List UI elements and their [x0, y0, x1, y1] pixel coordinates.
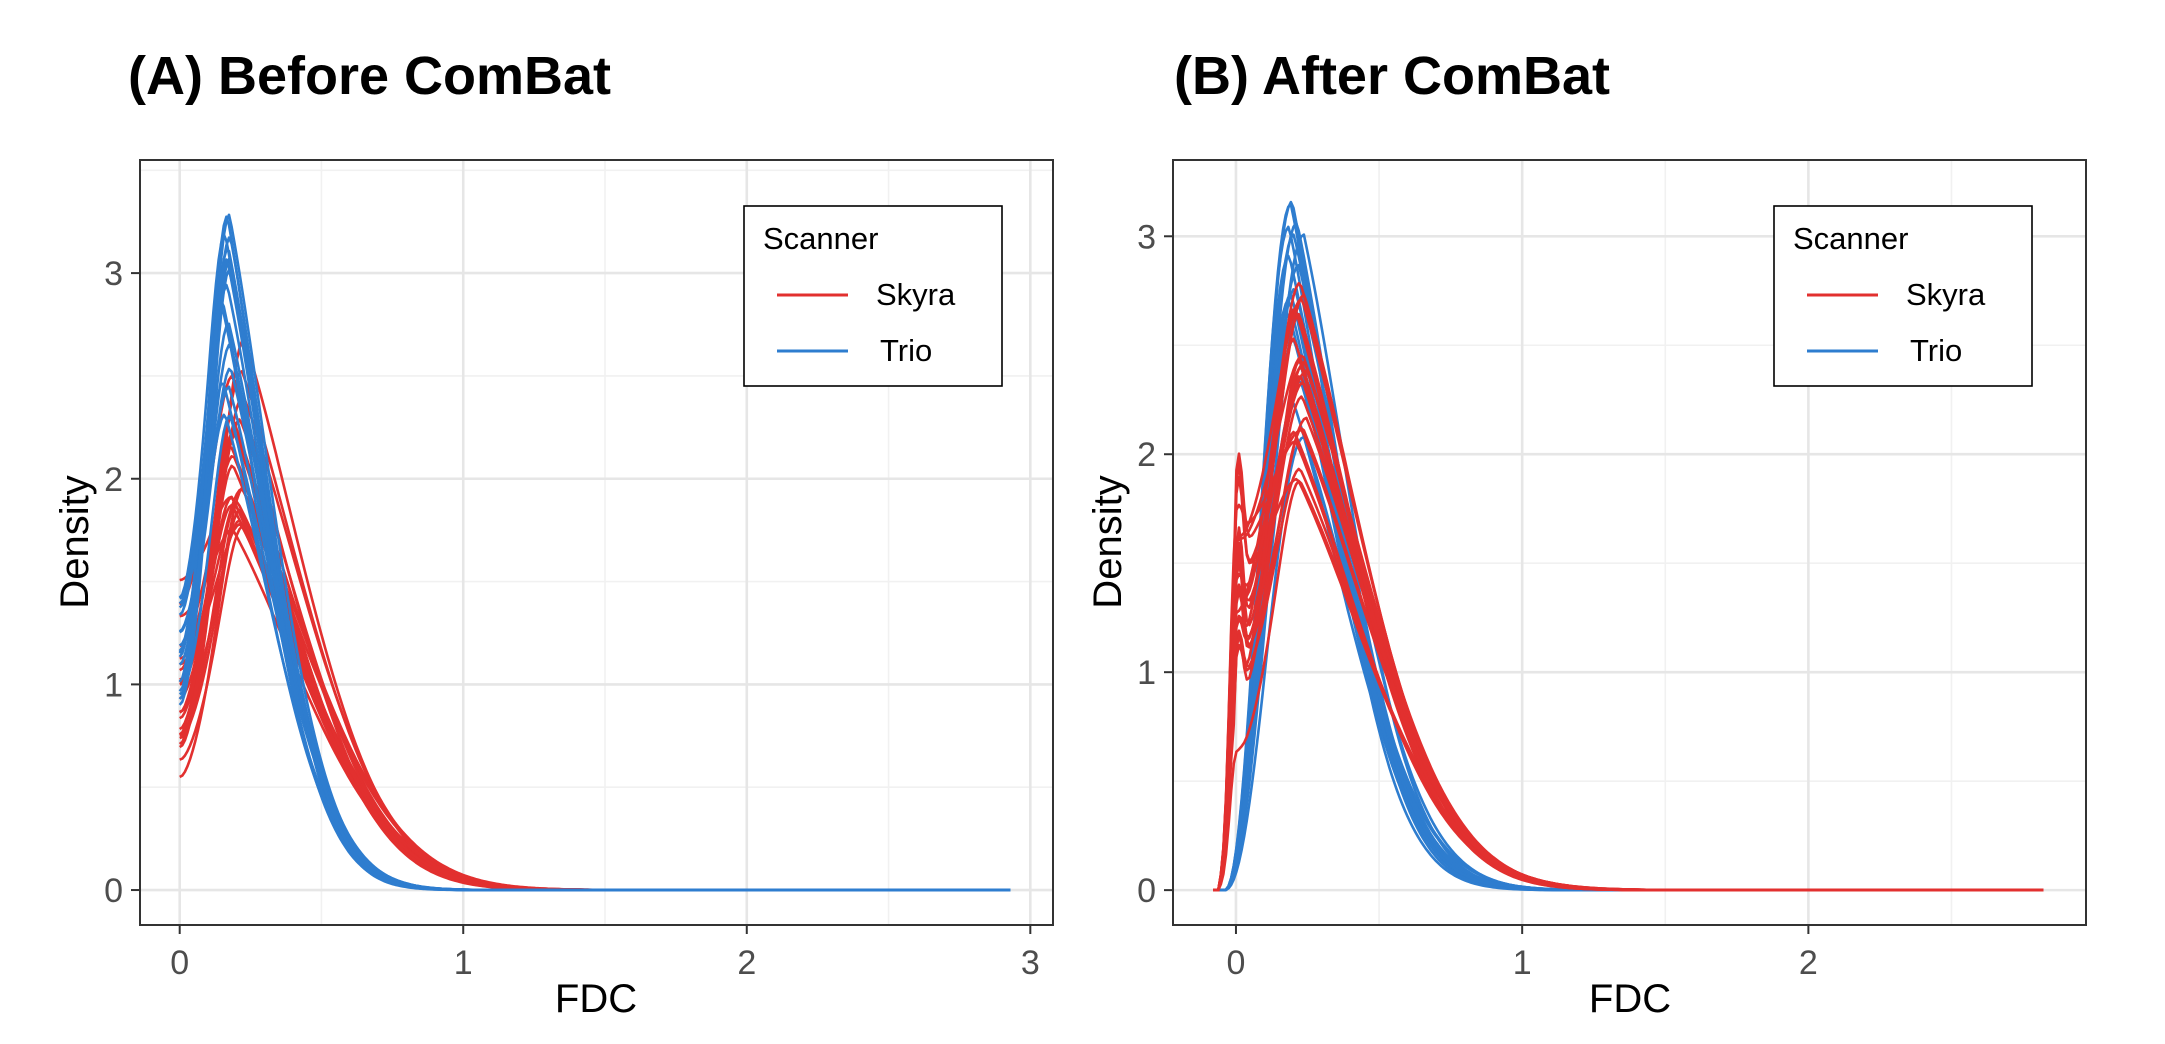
density-curve-skyra [1213, 308, 2044, 892]
panel-b-legend-label-skyra: Skyra [1906, 277, 1986, 312]
panel-b-title: (B) After ComBat [1174, 46, 1610, 106]
panel-b-axes: 0 1 2 0 1 2 3 [1137, 218, 1818, 982]
x-tick-label: 0 [1227, 944, 1246, 982]
panel-b-y-axis-title: Density [1086, 475, 1130, 608]
panel-a-legend: Scanner Skyra Trio [743, 205, 1003, 387]
x-tick-label: 0 [170, 944, 189, 982]
x-tick-label: 2 [737, 944, 756, 982]
panel-b-border [1172, 159, 2087, 926]
y-tick-label: 3 [104, 255, 123, 293]
x-tick-label: 3 [1021, 944, 1040, 982]
panel-a-legend-label-skyra: Skyra [876, 277, 956, 312]
x-tick-label: 1 [454, 944, 473, 982]
panel-a-legend-label-trio: Trio [880, 333, 932, 368]
panel-a-x-axis-title: FDC [555, 977, 637, 1021]
panel-a-y-axis-title: Density [53, 475, 97, 608]
x-tick-label: 2 [1799, 944, 1818, 982]
y-tick-label: 0 [1137, 872, 1156, 910]
panel-a-border [139, 159, 1054, 926]
panel-b: (B) After ComBat 0 1 2 0 1 2 3 FDC Density Sca… [1086, 46, 2087, 1021]
y-tick-label: 2 [104, 461, 123, 499]
y-tick-label: 1 [1137, 654, 1156, 692]
panel-b-legend-title: Scanner [1793, 221, 1908, 256]
density-curve-trio [178, 236, 1011, 892]
panel-b-x-axis-title: FDC [1589, 977, 1671, 1021]
panel-a: (A) Before ComBat 0 1 2 3 0 1 2 3 FDC Density S… [53, 46, 1054, 1021]
y-tick-label: 2 [1137, 436, 1156, 474]
y-tick-label: 1 [104, 666, 123, 704]
x-tick-label: 1 [1513, 944, 1532, 982]
panel-a-curves [178, 213, 1011, 892]
panel-b-curves [1213, 200, 2044, 892]
panel-b-legend: Scanner Skyra Trio [1773, 205, 2033, 387]
y-tick-label: 0 [104, 872, 123, 910]
panel-a-title: (A) Before ComBat [128, 46, 611, 106]
y-tick-label: 3 [1137, 218, 1156, 256]
panel-a-legend-title: Scanner [763, 221, 878, 256]
panel-a-axes: 0 1 2 3 0 1 2 3 [104, 255, 1040, 982]
panel-b-legend-label-trio: Trio [1910, 333, 1962, 368]
